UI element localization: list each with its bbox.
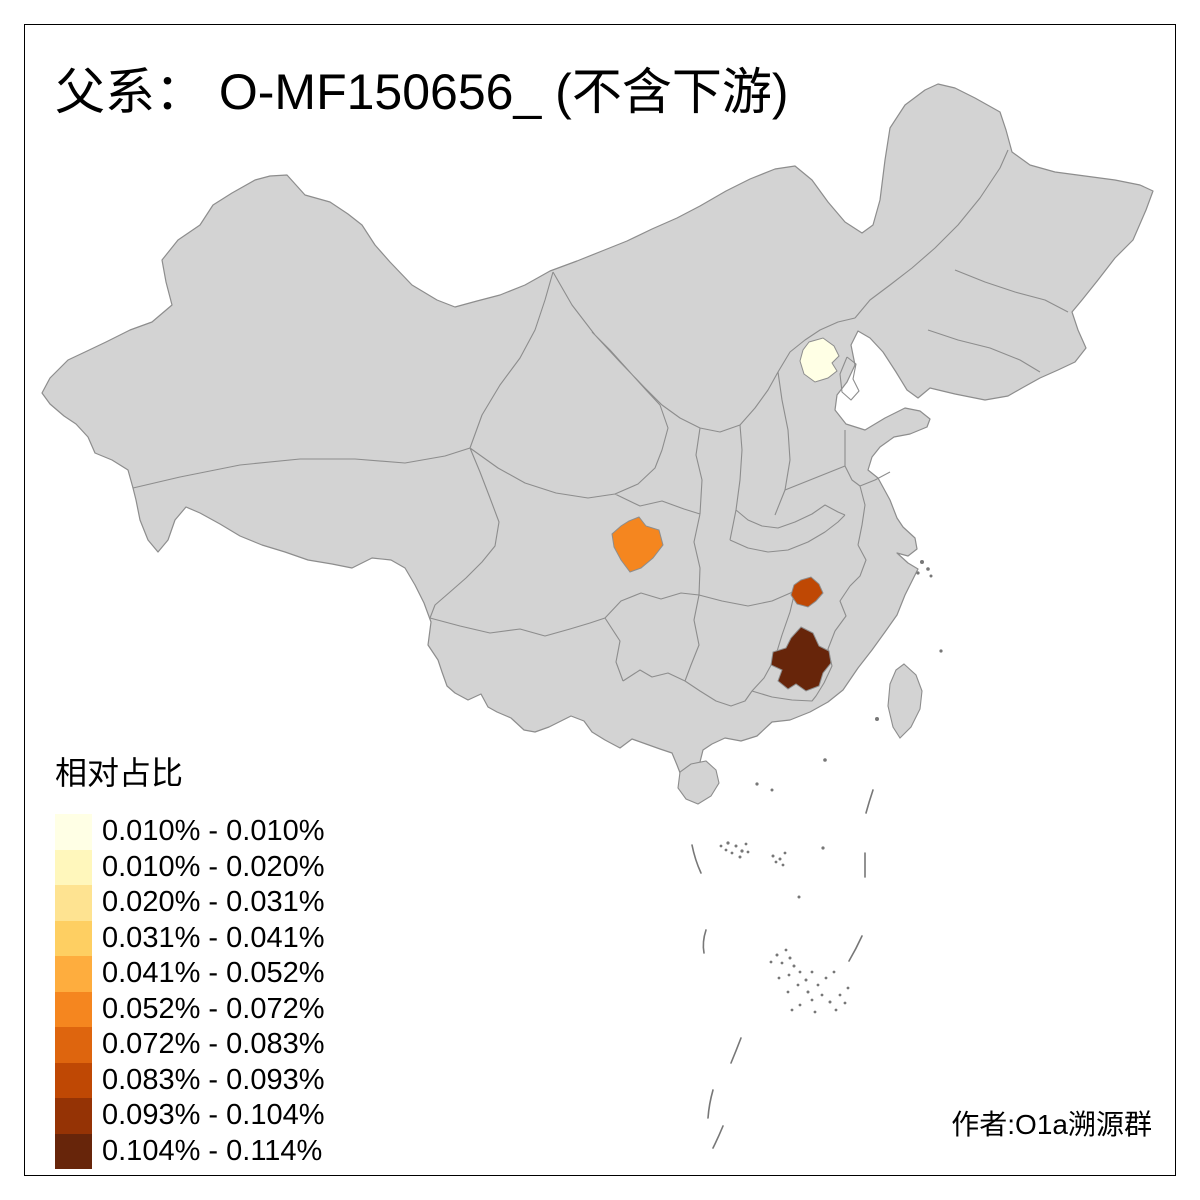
region-beijing	[799, 337, 840, 383]
legend-swatch	[55, 1062, 92, 1098]
legend-label: 0.104% - 0.114%	[102, 1134, 323, 1167]
legend-swatch	[55, 1027, 92, 1063]
legend-row: 0.010% - 0.020%	[55, 849, 325, 885]
legend-swatch	[55, 956, 92, 992]
legend-swatch	[55, 849, 92, 885]
legend-swatch	[55, 920, 92, 956]
map-title: 父系： O-MF150656_ (不含下游)	[55, 64, 789, 120]
legend-row: 0.104% - 0.114%	[55, 1133, 324, 1169]
legend-label: 0.010% - 0.020%	[102, 850, 325, 883]
plot-frame	[24, 24, 1176, 1176]
region-central-sichuan	[611, 516, 664, 573]
legend-label: 0.041% - 0.052%	[102, 957, 325, 990]
author-credit: 作者:O1a溯源群	[951, 1109, 1152, 1140]
region-northwest-jiangxi	[790, 576, 824, 608]
legend-swatch	[55, 885, 92, 921]
province-borders	[132, 149, 1069, 707]
legend-label: 0.020% - 0.031%	[102, 886, 325, 919]
legend-label: 0.031% - 0.041%	[102, 921, 325, 954]
legend-row: 0.072% - 0.083%	[55, 1027, 324, 1063]
legend-row: 0.093% - 0.104%	[55, 1098, 324, 1134]
sea-boundary-dashes	[691, 789, 874, 1149]
legend-label: 0.010% - 0.010%	[102, 815, 325, 848]
hainan-island	[677, 760, 720, 805]
legend-label: 0.093% - 0.104%	[102, 1099, 325, 1132]
legend-swatch	[55, 991, 92, 1027]
legend-swatch	[55, 1133, 92, 1169]
legend-label: 0.052% - 0.072%	[102, 992, 325, 1025]
legend-label: 0.083% - 0.093%	[102, 1063, 325, 1096]
taiwan-island	[887, 663, 923, 739]
china-mainland	[41, 83, 1154, 791]
legend-row: 0.041% - 0.052%	[55, 956, 324, 992]
legend: 相对占比 0.010% - 0.010% 0.010% - 0.020% 0.0…	[55, 748, 324, 1169]
legend-row: 0.010% - 0.010%	[55, 814, 324, 850]
legend-swatch	[55, 814, 92, 850]
small-islets	[719, 560, 943, 1014]
region-southern-jiangxi	[770, 626, 832, 692]
legend-title: 相对占比	[55, 755, 184, 791]
legend-row: 0.052% - 0.072%	[55, 991, 325, 1027]
legend-row: 0.031% - 0.041%	[55, 920, 325, 956]
legend-row: 0.020% - 0.031%	[55, 885, 324, 921]
legend-label: 0.072% - 0.083%	[102, 1028, 325, 1061]
legend-row: 0.083% - 0.093%	[55, 1062, 325, 1098]
legend-swatch	[55, 1098, 92, 1134]
